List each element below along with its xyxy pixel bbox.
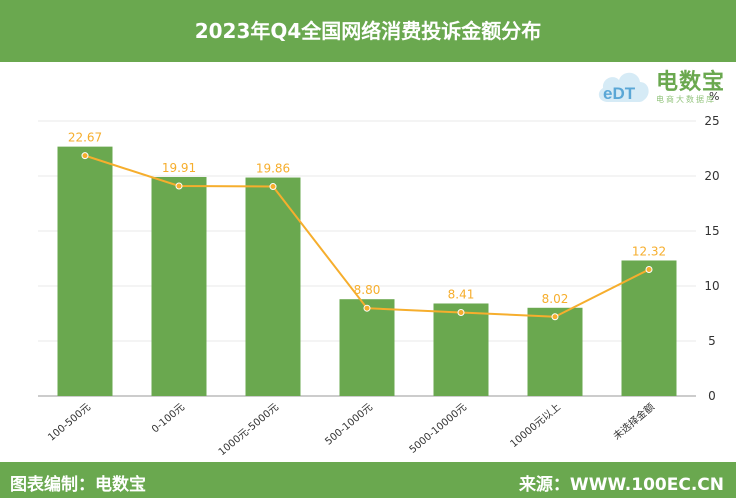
trend-point — [81, 152, 89, 160]
trend-point — [175, 182, 183, 190]
bar — [339, 299, 395, 396]
bar — [527, 307, 583, 396]
brand-logo: eDT 电数宝 电商大数据库 — [594, 62, 734, 108]
data-label: 8.02 — [542, 292, 569, 306]
x-tick-label: 500-1000元 — [323, 402, 375, 448]
cloud-logo-icon: eDT — [598, 72, 649, 103]
bar — [245, 177, 301, 396]
trend-point — [645, 265, 653, 273]
data-label: 22.67 — [68, 131, 102, 145]
bar — [621, 260, 677, 396]
footer-source: 来源：WWW.100EC.CN — [518, 475, 724, 495]
chart-footer: 图表编制：电数宝 来源：WWW.100EC.CN — [0, 462, 736, 498]
y-tick-label: 20 — [704, 169, 719, 183]
logo-name: 电数宝 — [656, 70, 726, 95]
trend-point — [551, 313, 559, 321]
x-tick-label: 10000元以上 — [508, 401, 563, 450]
logo-tagline: 电商大数据库 — [656, 95, 716, 104]
bar — [151, 176, 207, 396]
trend-point — [269, 183, 277, 191]
footer-editor: 图表编制：电数宝 — [10, 475, 146, 495]
data-label: 8.41 — [448, 287, 475, 301]
x-tick-label: 0-100元 — [150, 402, 187, 436]
y-axis-unit: % — [709, 90, 720, 103]
y-tick-label: 10 — [704, 279, 719, 293]
data-label: 19.91 — [162, 161, 196, 175]
trend-point — [457, 308, 465, 316]
chart-header: 2023年Q4全国网络消费投诉金额分布 — [0, 0, 736, 62]
data-label: 12.32 — [632, 244, 666, 258]
y-tick-label: 5 — [708, 334, 716, 348]
chart-title: 2023年Q4全国网络消费投诉金额分布 — [194, 19, 542, 43]
trend-point — [363, 304, 371, 312]
svg-text:eDT: eDT — [603, 84, 636, 103]
x-tick-label: 100-500元 — [46, 402, 93, 444]
bar — [57, 146, 113, 396]
x-tick-label: 未选择金额 — [610, 400, 657, 442]
y-tick-label: 0 — [708, 389, 716, 403]
x-tick-label: 5000-10000元 — [408, 402, 469, 456]
y-tick-label: 15 — [704, 224, 719, 238]
data-label: 8.80 — [354, 283, 381, 297]
bar — [433, 303, 489, 396]
data-label: 19.86 — [256, 162, 290, 176]
x-tick-label: 1000元-5000元 — [217, 402, 281, 458]
y-tick-label: 25 — [704, 114, 719, 128]
